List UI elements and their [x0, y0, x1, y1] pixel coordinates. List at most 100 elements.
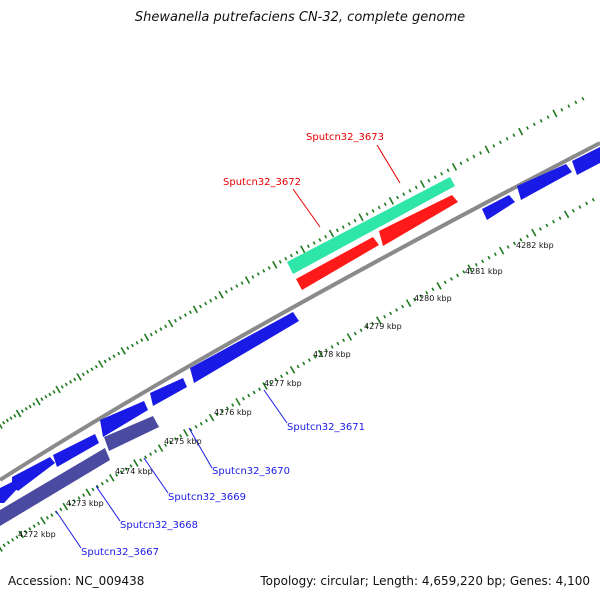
minor-tick: [247, 393, 251, 398]
minor-tick: [129, 464, 133, 468]
major-tick: [318, 349, 324, 358]
minor-tick: [91, 487, 95, 492]
gene-arrow-highlight-red[interactable]: [379, 195, 458, 246]
gene-arrow[interactable]: [53, 434, 99, 467]
minor-tick: [342, 338, 346, 343]
minor-tick: [578, 205, 582, 209]
minor-tick: [459, 161, 463, 166]
minor-tick: [100, 481, 104, 486]
minor-tick: [591, 197, 595, 202]
major-tick: [518, 127, 524, 136]
minor-tick: [108, 357, 112, 361]
minor-tick: [479, 151, 483, 155]
minor-tick: [558, 216, 562, 220]
minor-tick: [179, 434, 183, 438]
minor-tick: [532, 122, 536, 127]
major-tick: [157, 444, 164, 453]
minor-tick: [560, 108, 564, 112]
gene-arrow[interactable]: [100, 401, 148, 437]
genome-backbone: [0, 141, 600, 482]
gene-label[interactable]: Sputcn32_3672: [223, 177, 301, 188]
gene-arrow[interactable]: [104, 416, 159, 451]
minor-tick: [90, 367, 94, 372]
major-tick: [235, 397, 241, 406]
minor-tick: [425, 291, 429, 295]
gene-arrow-highlight-red[interactable]: [296, 237, 379, 290]
gene-arrow-highlight-cyan[interactable]: [287, 177, 455, 274]
minor-tick: [126, 346, 130, 350]
minor-tick: [20, 409, 24, 413]
minor-tick: [73, 377, 77, 382]
gene-label[interactable]: Sputcn32_3671: [287, 422, 365, 433]
minor-tick: [2, 543, 6, 548]
minor-tick: [130, 343, 134, 348]
minor-tick: [214, 296, 218, 300]
gene-label[interactable]: Sputcn32_3670: [212, 466, 290, 477]
minor-tick: [23, 529, 28, 534]
minor-tick: [112, 354, 116, 358]
kbp-label: 4274 kbp: [115, 467, 153, 476]
minor-tick: [359, 328, 363, 333]
kbp-label: 4280 kbp: [414, 294, 452, 303]
gene-arrow[interactable]: [572, 147, 600, 175]
kbp-label: 4279 kbp: [364, 322, 402, 331]
minor-tick: [433, 175, 437, 179]
minor-tick: [353, 331, 357, 336]
gene-label[interactable]: Sputcn32_3673: [306, 132, 384, 143]
minor-tick: [408, 189, 412, 193]
minor-tick: [11, 538, 15, 542]
minor-tick: [335, 228, 339, 233]
minor-tick: [215, 412, 219, 417]
gene-label[interactable]: Sputcn32_3669: [168, 492, 246, 503]
minor-tick: [427, 178, 431, 183]
minor-tick: [269, 381, 272, 385]
minor-tick: [69, 380, 73, 384]
minor-tick: [396, 195, 400, 200]
minor-tick: [472, 154, 476, 159]
kbp-label: 4278 kbp: [313, 350, 351, 359]
kbp-label: 4282 kbp: [516, 241, 554, 250]
gene-arrow[interactable]: [0, 448, 110, 526]
gene-arrow[interactable]: [482, 195, 515, 220]
minor-tick: [164, 443, 168, 447]
minor-tick: [498, 140, 502, 145]
gene-arrow[interactable]: [190, 312, 299, 383]
minor-tick: [371, 321, 375, 326]
minor-tick: [72, 499, 76, 503]
minor-tick: [552, 219, 555, 224]
minor-tick: [28, 404, 32, 409]
minor-tick: [252, 390, 256, 395]
minor-tick: [505, 137, 509, 141]
major-tick: [564, 210, 570, 219]
accession-text: Accession: NC_009438: [8, 574, 145, 588]
major-tick: [120, 346, 126, 355]
gene-arrow[interactable]: [517, 164, 572, 200]
minor-tick: [413, 297, 417, 302]
major-tick: [405, 299, 412, 307]
minor-tick: [174, 318, 177, 323]
kbp-label: 4281 kbp: [465, 267, 503, 276]
minor-tick: [278, 260, 282, 264]
major-tick: [143, 333, 150, 342]
gene-arrow[interactable]: [12, 457, 55, 491]
minor-tick: [204, 418, 208, 423]
minor-tick: [347, 222, 351, 226]
minor-tick: [24, 406, 28, 411]
major-tick: [15, 409, 22, 418]
minor-tick: [267, 266, 271, 270]
major-tick: [244, 276, 251, 284]
minor-tick: [307, 358, 311, 362]
major-tick: [192, 305, 199, 314]
major-tick: [531, 228, 537, 237]
minor-tick: [28, 527, 32, 531]
minor-tick: [188, 310, 192, 314]
major-tick: [208, 413, 215, 422]
minor-tick: [140, 338, 144, 342]
minor-tick: [525, 234, 529, 238]
minor-tick: [235, 284, 239, 288]
gene-label[interactable]: Sputcn32_3668: [120, 520, 198, 531]
gene-arrow[interactable]: [150, 378, 187, 406]
minor-tick: [159, 327, 163, 331]
minor-tick: [546, 115, 550, 119]
gene-label[interactable]: Sputcn32_3667: [81, 547, 159, 558]
